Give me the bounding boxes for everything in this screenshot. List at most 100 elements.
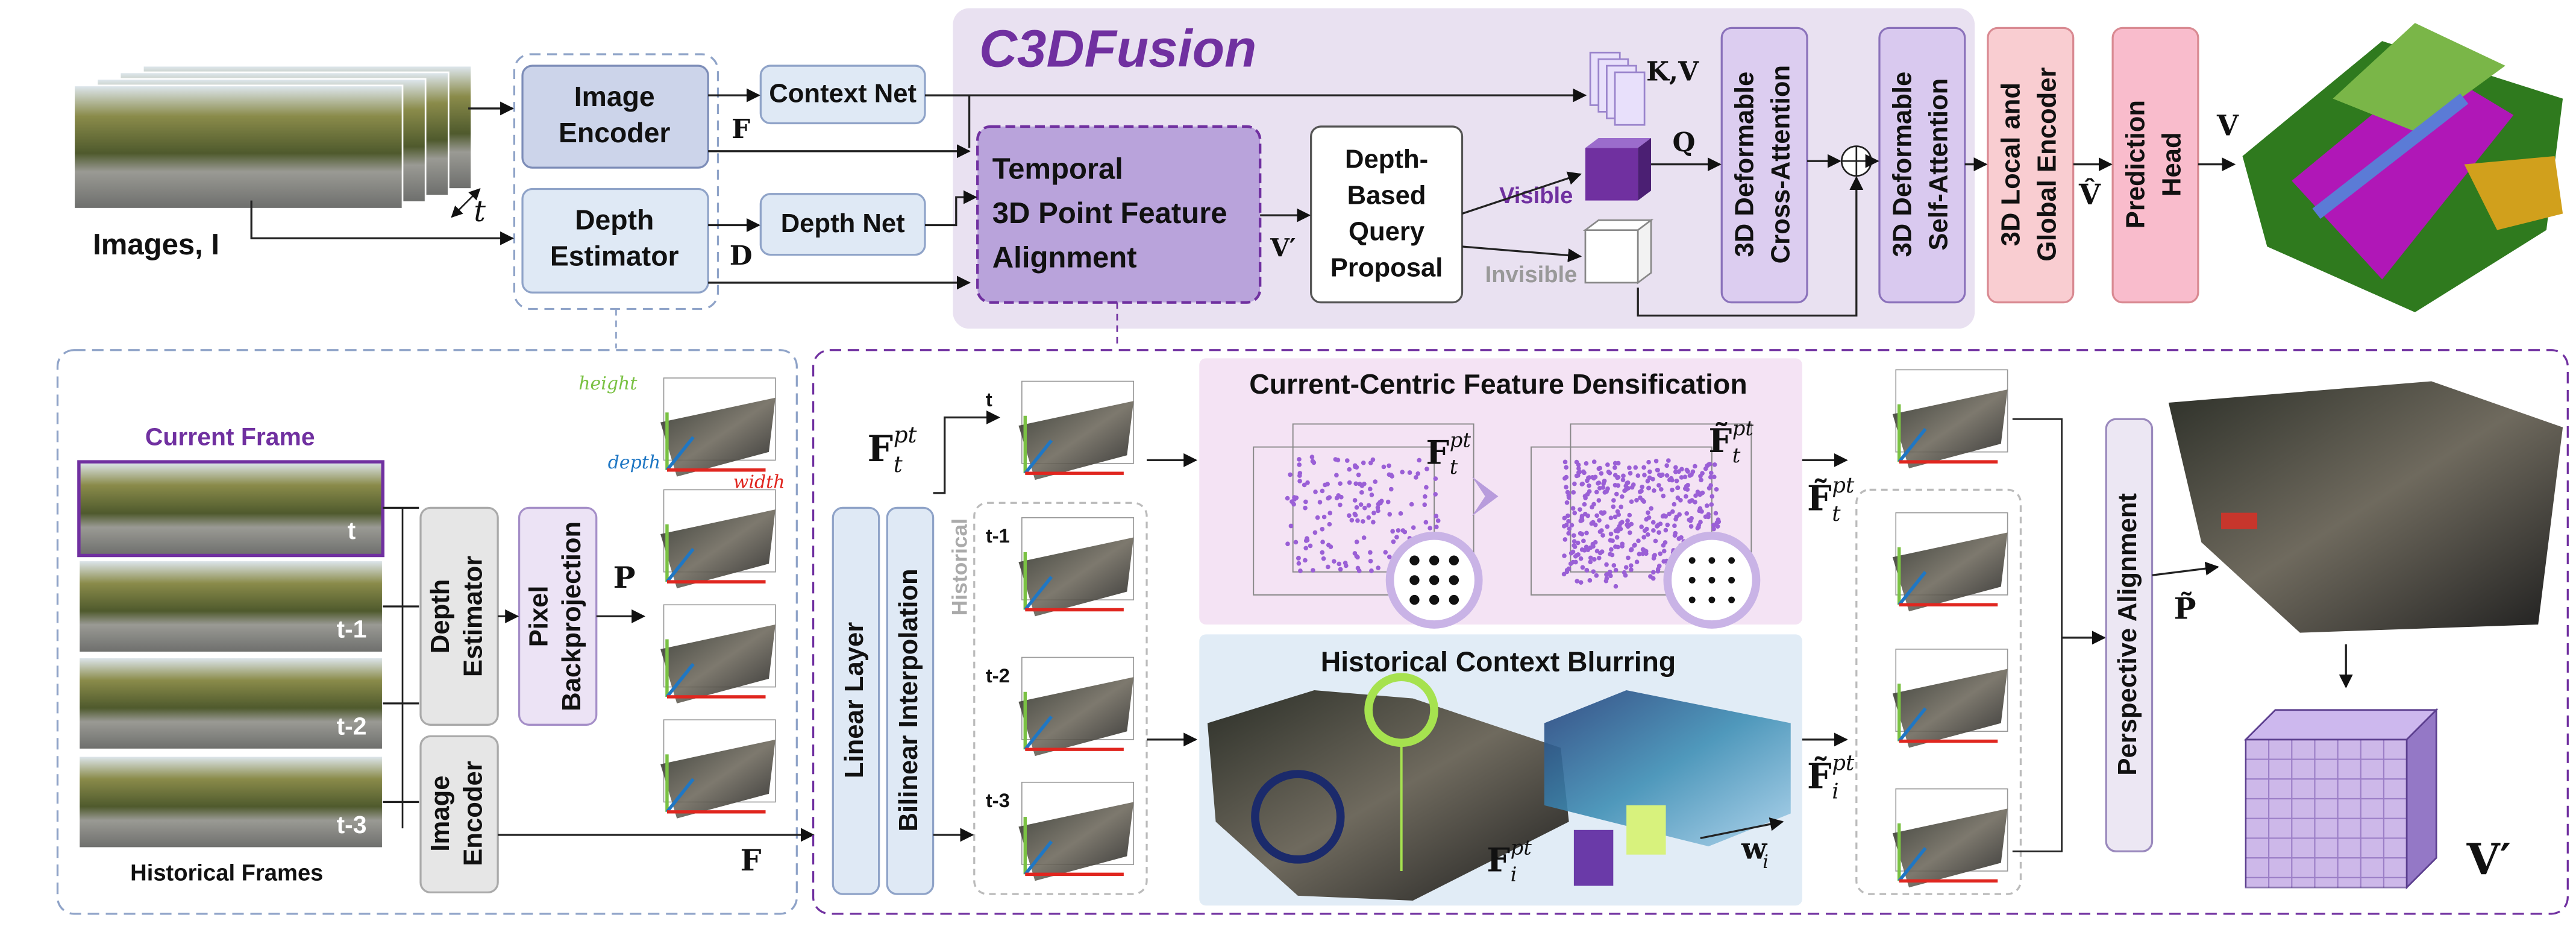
visible-cube <box>1585 148 1638 201</box>
feature-point <box>1663 514 1669 519</box>
feature-point <box>1297 457 1302 462</box>
feature-point <box>1661 549 1667 554</box>
math-subscript: t <box>894 451 903 477</box>
feature-point <box>1615 509 1620 514</box>
feature-point <box>1626 555 1631 561</box>
feature-point <box>1645 479 1650 483</box>
voxel-top <box>2243 709 2439 741</box>
feature-point <box>1712 462 1717 467</box>
feature-point <box>1310 459 1315 464</box>
feature-point <box>1320 526 1325 532</box>
label: P̃ <box>2174 591 2196 626</box>
feature-point <box>1613 584 1619 589</box>
arrow <box>2152 561 2219 576</box>
feature-point <box>1652 553 1657 558</box>
feature-point <box>1594 573 1599 578</box>
arrow <box>933 411 1000 494</box>
feature-point <box>1673 517 1678 522</box>
feature-point <box>1640 497 1645 503</box>
kernel-dot <box>1728 557 1735 564</box>
feature-point <box>1303 558 1308 563</box>
frame-label: t <box>986 388 992 411</box>
kernel-dot <box>1728 596 1735 603</box>
feature-point <box>1334 473 1339 478</box>
math-superscript: pt <box>1832 473 1855 498</box>
photo <box>73 84 404 210</box>
feature-point <box>1639 524 1644 529</box>
feature-point <box>1687 473 1693 478</box>
frame-label: t-3 <box>986 789 1010 811</box>
label: width <box>733 472 785 493</box>
feature-point <box>1434 514 1439 518</box>
feature-point <box>1704 503 1709 508</box>
math-symbol: F̃ <box>1807 477 1832 518</box>
cross-attention <box>1720 27 1808 304</box>
output-lane <box>2312 93 2469 219</box>
feature-point <box>1649 506 1654 511</box>
feature-point <box>1628 471 1633 476</box>
blurred-cloud <box>1207 690 1569 901</box>
feature-point <box>1602 510 1607 515</box>
feature-point <box>1708 483 1713 488</box>
feature-point <box>1625 524 1631 529</box>
feature-point <box>1570 506 1576 511</box>
feature-point <box>1424 485 1429 490</box>
label: Bilinear Interpolation <box>894 568 923 831</box>
kernel-dot <box>1708 596 1716 603</box>
feature-point <box>1711 523 1716 528</box>
feature-point <box>1663 527 1669 533</box>
feature-point <box>1644 517 1649 522</box>
feature-point <box>1715 524 1720 529</box>
arrow <box>1700 817 1784 840</box>
feature-point <box>1703 514 1708 519</box>
feature-point <box>1582 494 1588 499</box>
feature-point <box>1684 494 1688 499</box>
feature-point <box>1326 564 1330 570</box>
feature-point <box>1684 483 1689 489</box>
label: Encoder <box>459 761 487 866</box>
feature-point <box>1693 493 1698 499</box>
feature-point <box>1379 499 1384 504</box>
feature-point <box>1708 474 1713 480</box>
feature-point <box>1305 480 1310 485</box>
feature-point <box>1676 469 1681 474</box>
invisible-cube <box>1584 229 1639 284</box>
feature-point <box>1688 518 1693 523</box>
axis-depth <box>665 436 695 471</box>
feature-point <box>1647 475 1652 480</box>
feature-point <box>1582 548 1587 553</box>
feature-point <box>1323 482 1327 488</box>
label: 3D Deformable <box>1731 72 1760 257</box>
feature-point <box>1662 540 1668 545</box>
feature-point <box>1661 559 1666 564</box>
feature-point <box>1628 563 1634 568</box>
feature-point <box>1409 502 1414 507</box>
feature-point <box>1644 551 1649 556</box>
label: Depth <box>575 204 654 235</box>
feature-point <box>1667 511 1672 517</box>
kernel-dot <box>1688 576 1696 584</box>
temporal-alignment <box>976 125 1262 304</box>
kv-stack <box>1614 71 1646 126</box>
label: Alignment <box>992 242 1137 274</box>
feature-point <box>1343 561 1348 565</box>
photo <box>77 460 385 558</box>
feature-point <box>1297 479 1302 483</box>
label: Prediction <box>2122 100 2151 228</box>
feature-point <box>1576 466 1581 471</box>
label: V <box>2216 109 2239 142</box>
label: Query <box>1349 218 1425 247</box>
feature-point <box>1600 533 1605 538</box>
axis-depth <box>665 547 695 583</box>
feature-point <box>1713 511 1719 516</box>
feature-point <box>1605 462 1610 467</box>
feature-point <box>1596 466 1602 471</box>
feature-point <box>1687 499 1692 504</box>
feature-point <box>1612 483 1618 488</box>
invisible-cube-side <box>1637 218 1652 285</box>
feature-point <box>1699 509 1704 514</box>
label: Backprojection <box>557 521 586 711</box>
feature-point <box>1354 553 1359 559</box>
output-building <box>2333 23 2505 132</box>
